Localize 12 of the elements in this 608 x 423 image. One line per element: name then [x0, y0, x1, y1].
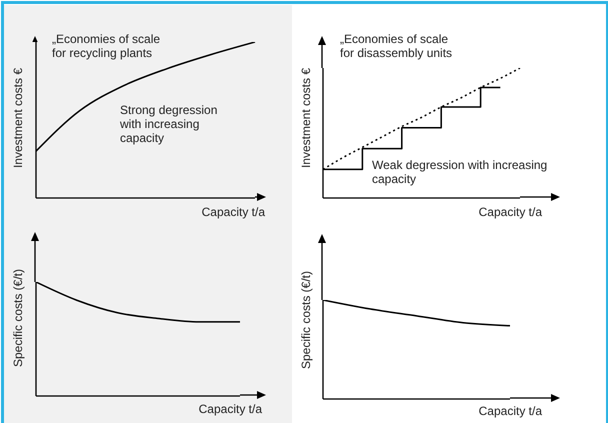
annotation: Weak degression with increasing capacity — [372, 158, 548, 186]
y-axis-title: Specific costs (€/t) — [11, 268, 25, 368]
y-axis-title: Investment costs € — [299, 68, 313, 168]
x-axis-title: Capacity t/a — [478, 404, 542, 418]
y-axis-title: Investment costs € — [11, 68, 25, 168]
annotation: Strong degression with increasing capacity — [120, 103, 218, 145]
annotation: „Economies of scale for recycling plants — [52, 32, 160, 60]
text: „Economies of scale for disassembly units — [340, 32, 452, 60]
x-axis-title: Capacity t/a — [478, 205, 542, 219]
x-axis-title: Capacity t/a — [198, 402, 262, 416]
y-axis-title: Specific costs (€/t) — [299, 270, 313, 370]
x-axis-title: Capacity t/a — [202, 205, 265, 219]
